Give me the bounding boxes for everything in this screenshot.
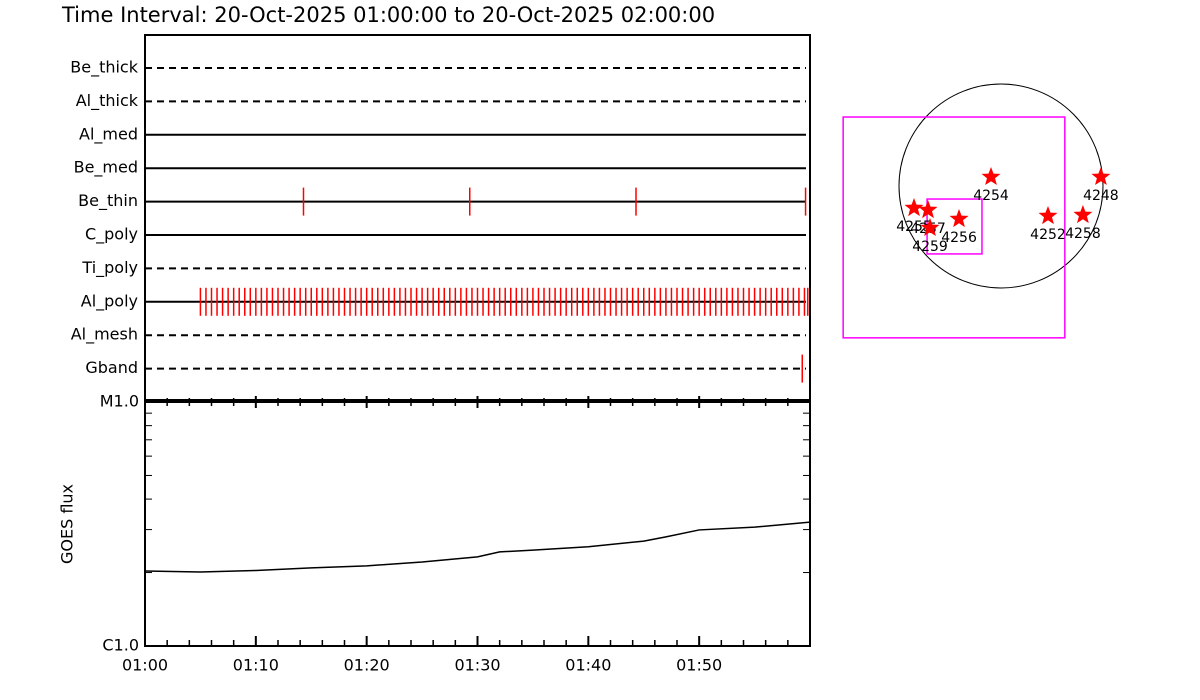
row-label: Al_thick: [76, 91, 139, 111]
x-tick-label: 01:30: [454, 656, 500, 675]
goes-curve: [144, 521, 811, 573]
ar-label: 4252: [1030, 227, 1066, 243]
x-tick-label: 01:00: [122, 656, 168, 675]
ar-star: [1038, 206, 1058, 225]
row-label: Al_mesh: [71, 325, 138, 345]
row-label: Be_med: [74, 158, 138, 178]
row-label: Be_thin: [78, 191, 138, 211]
x-tick-label: 01:40: [565, 656, 611, 675]
row-label: Ti_poly: [81, 258, 138, 278]
ar-star: [949, 209, 969, 228]
ar-label: 4254: [973, 188, 1009, 204]
ar-star: [918, 200, 938, 219]
fov-box: [842, 116, 1066, 339]
y-axis-label: GOES flux: [58, 484, 77, 564]
row-label: C_poly: [85, 225, 138, 245]
y-tick-label: M1.0: [100, 392, 139, 411]
y-tick-label: C1.0: [102, 636, 139, 655]
ar-star: [920, 218, 940, 236]
ar-star: [1091, 167, 1111, 185]
ar-label: 4258: [1065, 226, 1101, 242]
x-tick-label: 01:20: [344, 656, 390, 675]
ar-label: 4255: [896, 219, 932, 235]
ar-star: [981, 167, 1001, 185]
ar-label: 4256: [941, 230, 977, 246]
row-label: Al_poly: [81, 291, 138, 311]
row-label: Be_thick: [70, 58, 138, 78]
row-label: Gband: [85, 358, 138, 377]
ar-label: 4248: [1083, 188, 1119, 204]
ar-label: 4259: [912, 239, 948, 255]
ar-star: [904, 198, 924, 217]
row-label: Al_med: [79, 124, 138, 144]
x-tick-label: 01:10: [233, 656, 279, 675]
x-tick-label: 01:50: [676, 656, 722, 675]
solar-limb: [898, 83, 1104, 289]
title: Time Interval: 20-Oct-2025 01:00:00 to 2…: [61, 3, 715, 27]
ar-star: [1073, 205, 1093, 224]
